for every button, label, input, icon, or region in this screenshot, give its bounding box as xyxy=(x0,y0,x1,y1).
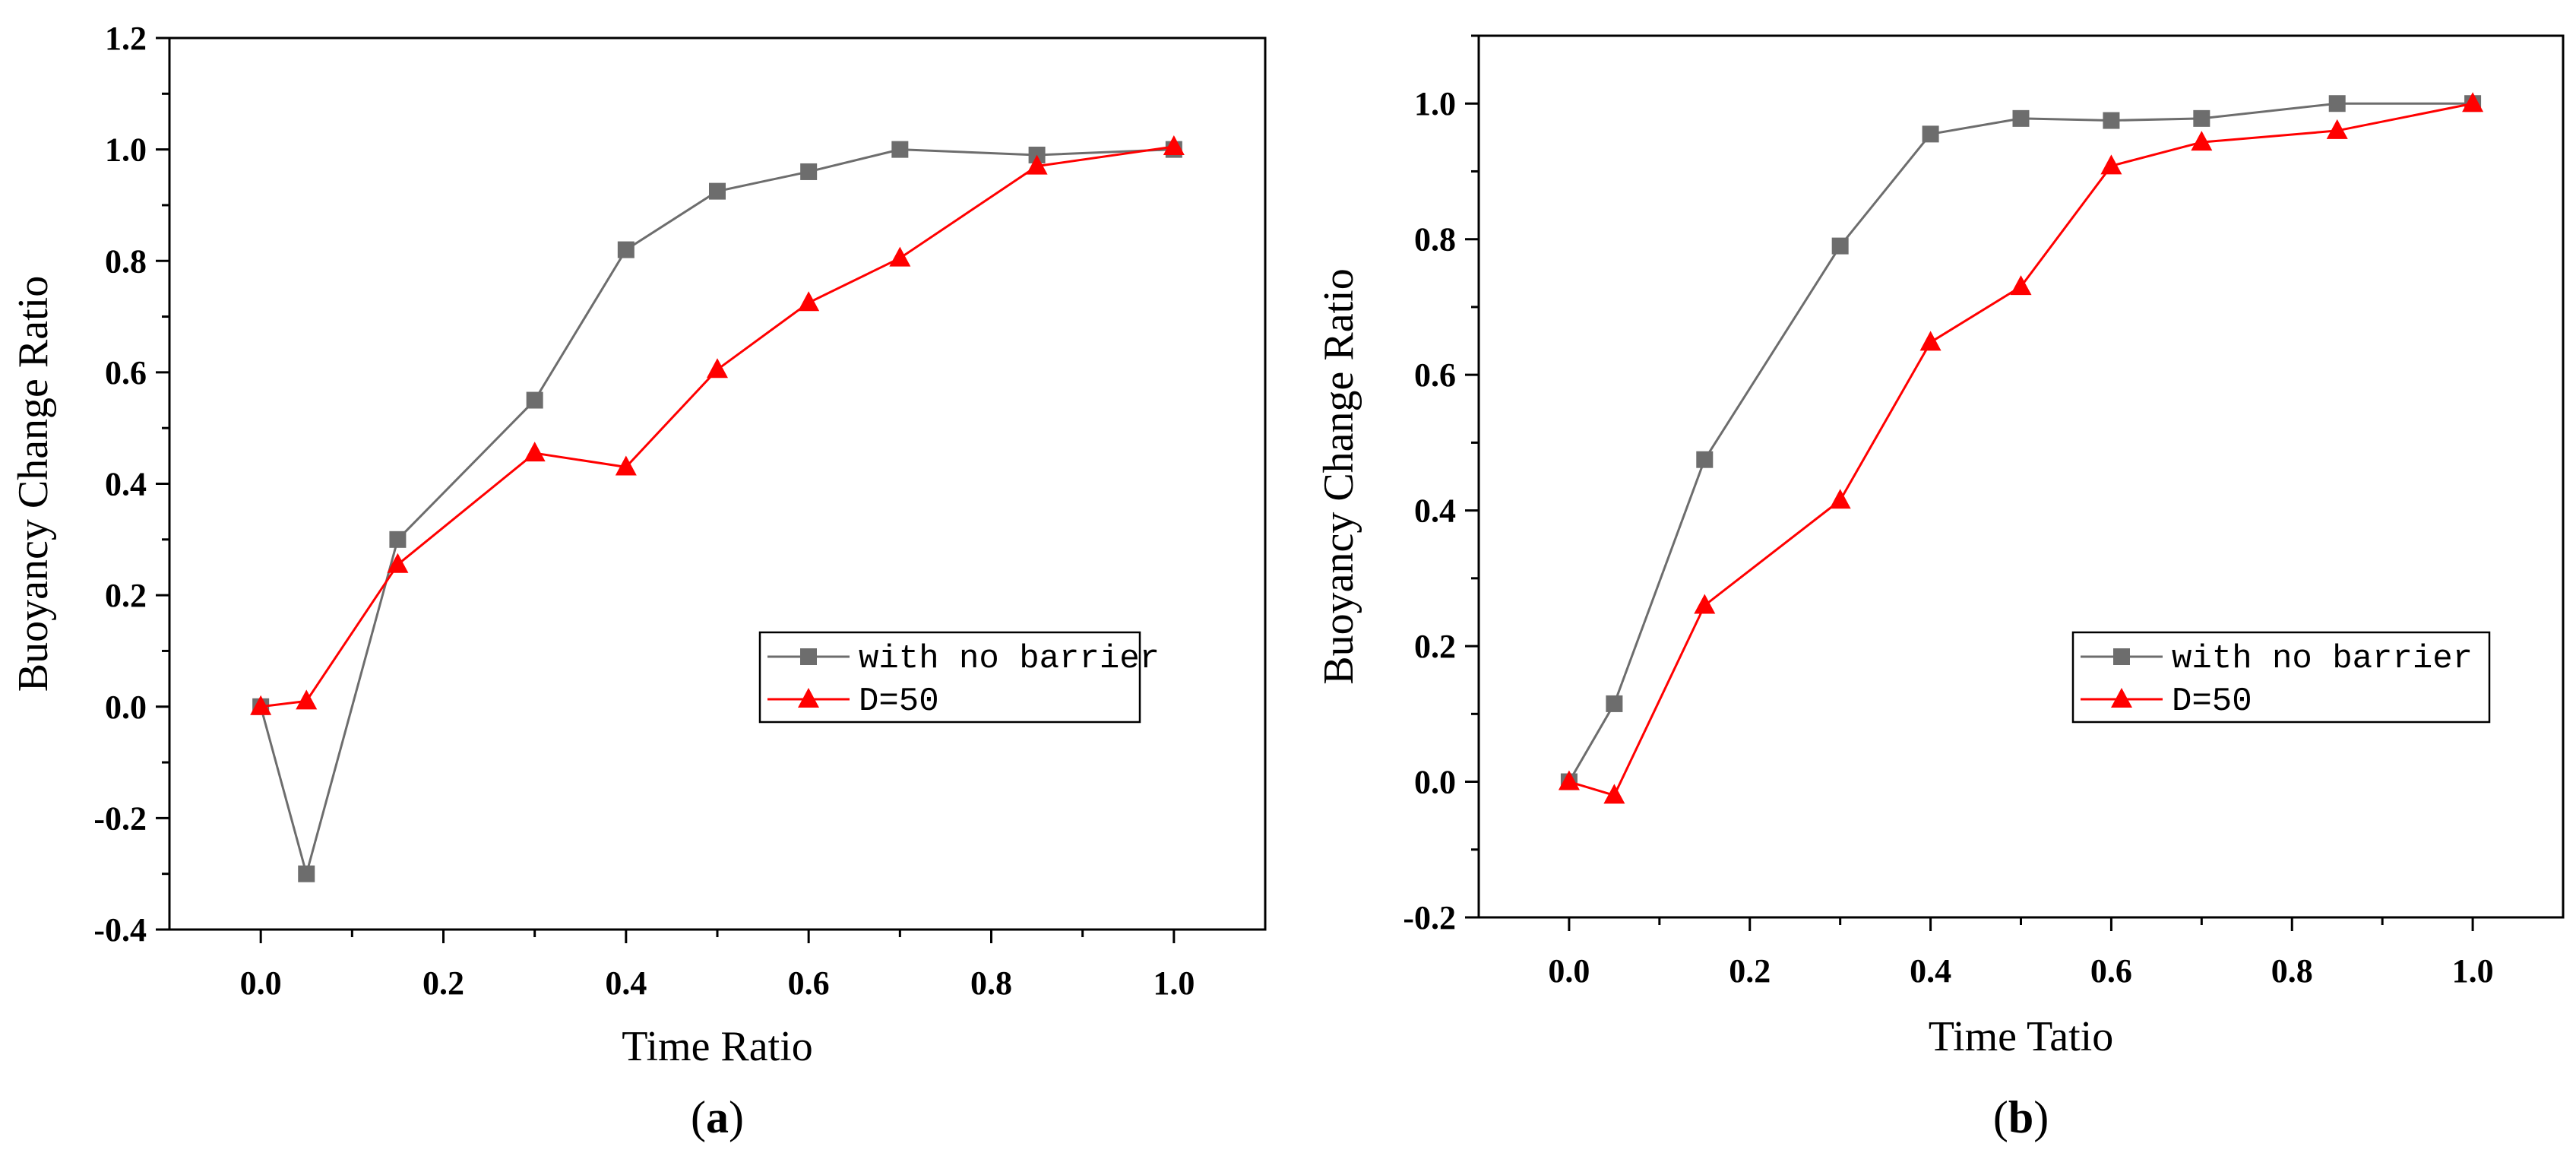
data-point-d50 xyxy=(2010,275,2032,296)
plot-frame xyxy=(168,36,1267,931)
x-tick-label: 0.0 xyxy=(240,965,282,1002)
data-point-d50 xyxy=(296,689,318,710)
data-point-d50 xyxy=(707,358,728,379)
data-point-d50 xyxy=(615,455,637,476)
data-point-d50 xyxy=(250,695,272,715)
legend-box xyxy=(2071,631,2491,724)
data-point-d50 xyxy=(2462,92,2484,112)
x-tick-label: 0.4 xyxy=(1910,952,1951,990)
data-point-d50 xyxy=(387,553,409,573)
data-point-no-barrier xyxy=(2328,95,2346,112)
y-tick-label: 0.6 xyxy=(105,354,147,391)
x-axis-title: Time Ratio xyxy=(622,1023,813,1070)
data-point-no-barrier xyxy=(1831,237,1849,255)
legend: with no barrier D=50 xyxy=(758,631,1160,724)
data-point-no-barrier xyxy=(1696,451,1714,468)
data-point-no-barrier xyxy=(2103,112,2120,129)
y-tick-label: 0.2 xyxy=(105,577,147,614)
data-point-d50 xyxy=(1558,770,1580,790)
panel-b: 0.0 0.2 0.4 0.6 0.8 1.0 -0.2 0.0 0.2 0.4 0.6 0.8 1.0… xyxy=(1315,34,2565,1142)
panel-a: 0.0 0.2 0.4 0.6 0.8 1.0 -0.4 -0.2 0.0 0.2 0.4 0.6 0.… xyxy=(10,20,1267,1142)
x-tick-label: 0.8 xyxy=(970,965,1012,1002)
y-tick-label: 0.8 xyxy=(105,242,147,280)
y-axis-title: Buoyancy Change Ratio xyxy=(10,276,57,692)
y-tick-label: -0.4 xyxy=(93,911,147,949)
series-line-no-barrier xyxy=(1568,102,2473,783)
panel-label: (b) xyxy=(1993,1092,2049,1142)
x-tick-label: 0.0 xyxy=(1548,952,1590,990)
data-point-no-barrier xyxy=(891,141,909,158)
x-axis-title: Time Tatio xyxy=(1929,1013,2113,1060)
data-point-no-barrier xyxy=(617,241,635,258)
data-point-no-barrier xyxy=(800,163,818,180)
legend-label: D=50 xyxy=(859,683,939,721)
y-tick-label: 0.6 xyxy=(1414,356,1456,394)
data-point-no-barrier xyxy=(526,391,543,409)
legend: with no barrier D=50 xyxy=(2071,631,2491,724)
panel-letter: a xyxy=(706,1092,729,1142)
y-tick-label: 1.0 xyxy=(1414,85,1456,122)
legend-label: D=50 xyxy=(2172,683,2252,721)
y-tick-label: 0.8 xyxy=(1414,221,1456,258)
data-point-no-barrier xyxy=(709,182,726,200)
data-point-d50 xyxy=(889,246,911,267)
y-tick-label: -0.2 xyxy=(1403,899,1456,936)
data-point-d50 xyxy=(1829,489,1851,509)
y-tick-label: 1.0 xyxy=(105,131,147,169)
data-point-d50 xyxy=(2326,119,2348,139)
data-point-d50 xyxy=(1919,331,1941,351)
x-tick-label: 0.2 xyxy=(422,965,464,1002)
panel-letter: b xyxy=(2008,1092,2033,1142)
data-point-d50 xyxy=(524,442,546,462)
y-tick-label: 0.0 xyxy=(1414,764,1456,801)
y-tick-label: 0.0 xyxy=(105,689,147,726)
data-point-d50 xyxy=(1026,154,1048,175)
data-point-d50 xyxy=(1603,784,1625,804)
x-tick-label: 0.2 xyxy=(1729,952,1771,990)
legend-marker-square xyxy=(800,648,817,665)
data-point-d50 xyxy=(1163,135,1185,155)
legend-label: with no barrier xyxy=(859,640,1160,678)
y-tick-label: 1.2 xyxy=(105,20,147,57)
data-point-no-barrier xyxy=(2193,109,2210,127)
x-tick-label: 0.4 xyxy=(605,965,647,1002)
data-point-no-barrier xyxy=(1922,125,1939,143)
data-point-no-barrier xyxy=(298,865,315,882)
data-point-no-barrier xyxy=(1606,695,1623,712)
data-point-no-barrier xyxy=(389,531,407,548)
x-tick-label: 0.6 xyxy=(788,965,830,1002)
data-point-d50 xyxy=(2191,131,2213,151)
data-point-d50 xyxy=(2100,154,2122,175)
series-line-no-barrier xyxy=(259,148,1174,879)
legend-label: with no barrier xyxy=(2172,640,2473,678)
x-tick-label: 1.0 xyxy=(1153,965,1195,1002)
x-tick-label: 0.8 xyxy=(2271,952,2313,990)
y-tick-label: 0.4 xyxy=(105,466,147,503)
legend-marker-square xyxy=(2113,648,2130,665)
y-tick-label: 0.4 xyxy=(1414,493,1456,530)
series-line-d50 xyxy=(260,145,1175,708)
series-line-d50 xyxy=(1568,102,2473,797)
data-point-d50 xyxy=(798,291,820,312)
data-point-no-barrier xyxy=(2012,109,2030,127)
y-tick-label: -0.2 xyxy=(93,800,147,837)
legend-marker-triangle xyxy=(798,688,819,708)
y-tick-label: 0.2 xyxy=(1414,628,1456,665)
panel-label: (a) xyxy=(691,1092,744,1142)
plot-frame xyxy=(1477,34,2565,919)
legend-marker-triangle xyxy=(2111,688,2132,708)
data-point-d50 xyxy=(1694,594,1716,614)
y-axis-title: Buoyancy Change Ratio xyxy=(1315,268,1362,684)
x-tick-label: 1.0 xyxy=(2452,952,2494,990)
x-tick-label: 0.6 xyxy=(2090,952,2132,990)
legend-box xyxy=(758,631,1141,724)
